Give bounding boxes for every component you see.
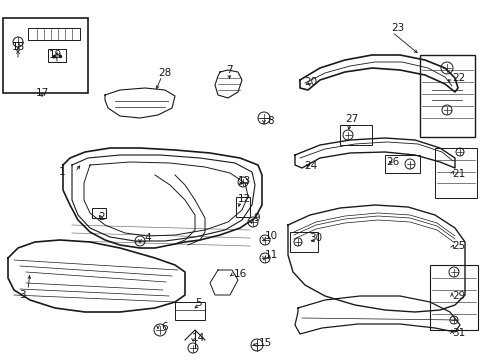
Text: 29: 29 — [451, 291, 465, 301]
Bar — [236, 197, 249, 217]
Text: 25: 25 — [451, 241, 465, 251]
Text: 22: 22 — [451, 73, 465, 83]
Text: 5: 5 — [195, 298, 202, 308]
Bar — [429, 265, 477, 330]
Bar — [384, 155, 419, 173]
Text: 12: 12 — [237, 194, 250, 204]
Bar — [289, 232, 317, 252]
Text: 16: 16 — [233, 269, 246, 279]
Text: 7: 7 — [225, 65, 232, 75]
Text: 28: 28 — [158, 68, 171, 78]
Text: 15: 15 — [258, 338, 271, 348]
Text: 19: 19 — [48, 50, 61, 60]
Text: 21: 21 — [451, 169, 465, 179]
Text: 23: 23 — [390, 23, 404, 33]
Bar — [339, 125, 371, 145]
Text: 24: 24 — [304, 161, 317, 171]
Text: 6: 6 — [162, 322, 168, 332]
Text: 10: 10 — [264, 231, 277, 241]
Text: 30: 30 — [309, 233, 322, 243]
Text: 27: 27 — [345, 114, 358, 124]
Text: 1: 1 — [59, 167, 65, 177]
Text: 31: 31 — [451, 328, 465, 338]
Bar — [3, 18, 88, 93]
Text: 8: 8 — [267, 116, 274, 126]
Text: 17: 17 — [35, 88, 48, 98]
Text: 14: 14 — [191, 333, 204, 343]
Bar — [419, 55, 474, 137]
Bar — [48, 49, 66, 62]
Text: 20: 20 — [304, 77, 317, 87]
Bar — [434, 148, 476, 198]
Bar — [92, 208, 106, 218]
Text: 18: 18 — [11, 42, 24, 52]
Text: 3: 3 — [19, 290, 25, 300]
Text: 11: 11 — [264, 250, 277, 260]
Bar — [28, 28, 80, 40]
Text: 13: 13 — [237, 176, 250, 186]
Text: 4: 4 — [144, 233, 151, 243]
Text: 9: 9 — [253, 213, 260, 223]
Text: 2: 2 — [99, 212, 105, 222]
Bar — [175, 302, 204, 320]
Text: 26: 26 — [386, 157, 399, 167]
